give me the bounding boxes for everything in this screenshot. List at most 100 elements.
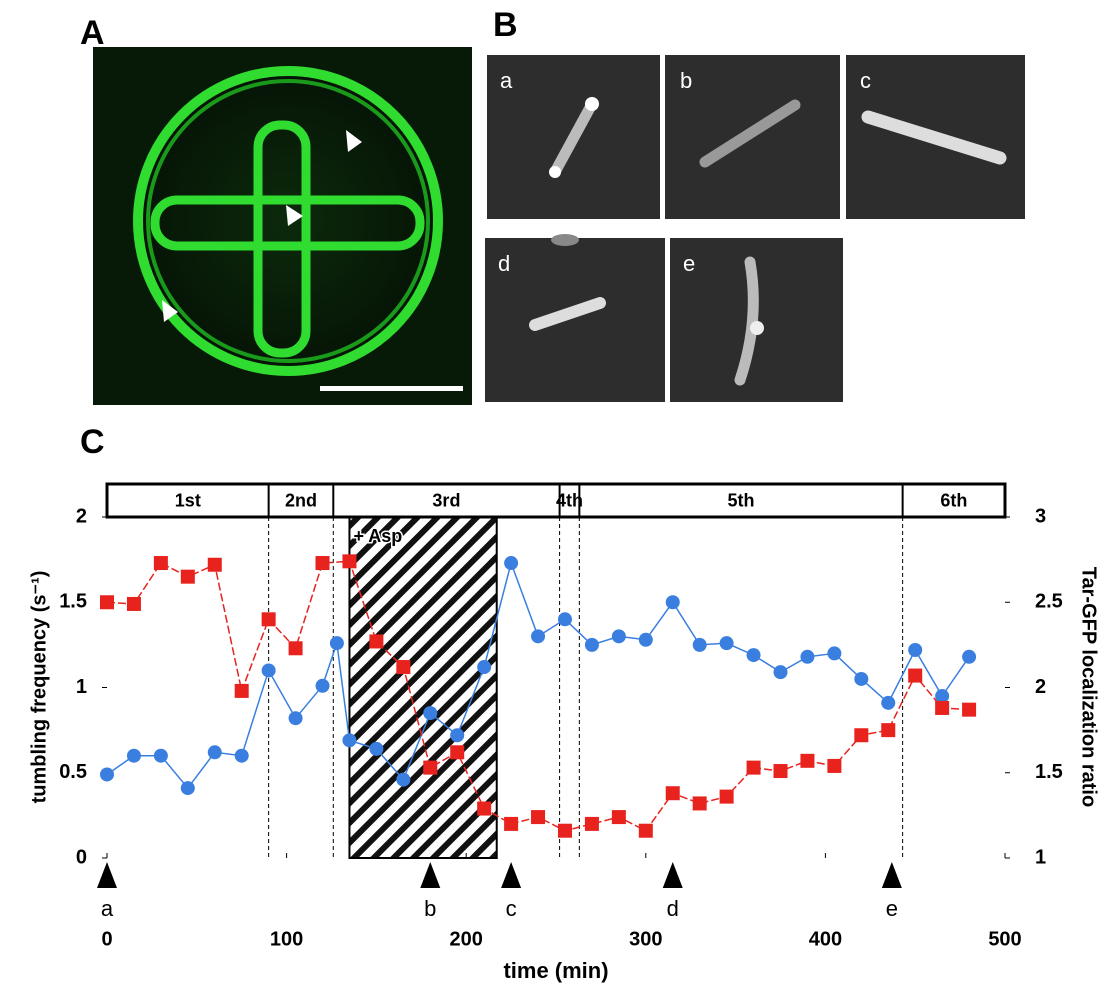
marker — [342, 554, 357, 569]
marker — [665, 786, 680, 801]
marker — [423, 706, 438, 721]
marker — [746, 760, 761, 775]
marker — [638, 632, 653, 647]
y-axis-label: tumbling frequency (s⁻¹) — [28, 571, 50, 804]
marker — [369, 741, 384, 756]
marker — [665, 595, 680, 610]
marker — [719, 636, 734, 651]
phase-label: 1st — [175, 490, 201, 510]
marker — [261, 612, 276, 627]
x-tick-label: 500 — [988, 928, 1021, 950]
marker — [773, 764, 788, 779]
arrow-label: d — [667, 896, 679, 921]
panel-label: A — [80, 14, 105, 52]
time-arrow — [420, 862, 441, 888]
marker — [504, 556, 519, 571]
time-arrow — [97, 862, 117, 888]
marker — [800, 649, 815, 664]
marker — [329, 636, 344, 651]
marker — [234, 748, 249, 763]
micrograph-c — [846, 55, 1025, 219]
micrograph-a — [487, 55, 660, 219]
treatment-label: + Asp — [353, 526, 402, 546]
marker — [935, 700, 950, 715]
y-tick-label: 1 — [76, 676, 87, 698]
marker — [180, 569, 195, 584]
marker — [557, 823, 572, 838]
marker — [288, 711, 303, 726]
y-tick-label: 0 — [76, 846, 87, 868]
arrow-label: c — [506, 896, 517, 921]
x-axis-label: time (min) — [503, 958, 608, 983]
y2-axis-label: Tar-GFP localization ratio — [1078, 567, 1100, 807]
marker — [126, 748, 141, 763]
marker — [477, 801, 492, 816]
series-line — [106, 560, 970, 790]
marker — [342, 733, 357, 748]
treatment-region — [348, 516, 498, 859]
marker — [100, 595, 114, 610]
marker — [531, 810, 546, 825]
marker — [584, 637, 599, 652]
phase-label: 3rd — [432, 490, 460, 510]
marker — [261, 663, 276, 678]
marker — [423, 760, 438, 775]
marker — [234, 683, 249, 698]
marker — [557, 612, 572, 627]
image-label: d — [498, 251, 510, 276]
phase-label: 6th — [940, 490, 967, 510]
marker — [935, 689, 950, 704]
marker — [477, 660, 492, 675]
marker — [827, 758, 842, 773]
marker — [773, 665, 788, 680]
y2-tick-label: 2.5 — [1035, 591, 1063, 613]
marker — [126, 596, 141, 611]
marker — [369, 634, 384, 649]
marker — [692, 796, 707, 811]
y-tick-label: 0.5 — [59, 761, 87, 783]
image-label: b — [680, 68, 692, 93]
panel-label: B — [493, 6, 518, 44]
marker — [962, 702, 977, 717]
marker — [854, 671, 869, 686]
marker — [827, 646, 842, 661]
phase-label: 2nd — [285, 490, 317, 510]
image-label: a — [500, 68, 513, 93]
y2-tick-label: 1 — [1035, 846, 1046, 868]
marker — [153, 748, 168, 763]
arrow-label: e — [886, 896, 898, 921]
marker — [153, 556, 168, 571]
x-tick-label: 200 — [450, 928, 483, 950]
y2-tick-label: 3 — [1035, 505, 1046, 527]
micrograph-e — [670, 238, 843, 402]
micrograph-b — [665, 55, 840, 219]
marker — [584, 816, 599, 831]
marker — [962, 649, 977, 664]
phase-label: 5th — [727, 490, 754, 510]
x-tick-label: 0 — [101, 928, 112, 950]
marker — [881, 723, 896, 738]
marker — [504, 816, 519, 831]
arrow-label: a — [101, 896, 114, 921]
marker — [854, 728, 869, 743]
y-tick-label: 2 — [76, 505, 87, 527]
image-label: e — [683, 251, 695, 276]
y2-tick-label: 1.5 — [1035, 761, 1063, 783]
y-tick-label: 1.5 — [59, 591, 87, 613]
marker — [719, 789, 734, 804]
y2-tick-label: 2 — [1035, 676, 1046, 698]
marker — [450, 745, 465, 760]
marker — [396, 772, 411, 787]
marker — [180, 781, 195, 796]
marker — [800, 753, 815, 768]
time-arrow — [662, 862, 683, 888]
marker — [638, 823, 653, 838]
marker — [315, 678, 330, 693]
marker — [100, 767, 114, 782]
marker — [207, 557, 222, 572]
image-label: c — [860, 68, 871, 93]
marker — [396, 660, 411, 675]
marker — [450, 728, 465, 743]
x-tick-label: 400 — [809, 928, 842, 950]
